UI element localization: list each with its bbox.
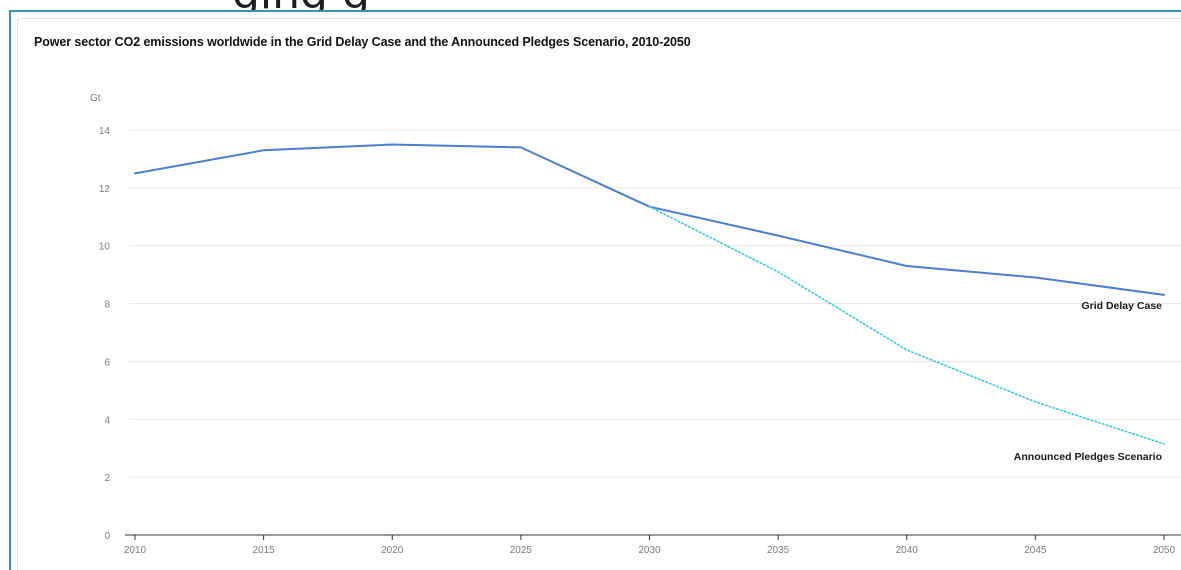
y-tick-label-10: 10 — [99, 242, 111, 253]
x-tick-label-2015: 2015 — [253, 545, 276, 556]
grid-lines — [129, 129, 1181, 478]
chart-title: Power sector CO2 emissions worldwide in … — [34, 35, 691, 49]
x-tick-label-2040: 2040 — [896, 545, 919, 556]
y-axis-unit-label: Gt — [90, 93, 101, 104]
series-label-grid-delay-case: Grid Delay Case — [1081, 300, 1162, 312]
x-tick-label-2050: 2050 — [1153, 545, 1176, 556]
x-tick-label-2020: 2020 — [381, 545, 404, 556]
x-tick-label-2035: 2035 — [767, 545, 790, 556]
y-tick-label-0: 0 — [104, 531, 110, 542]
series-labels: Grid Delay Case Announced Pledges Scenari… — [1014, 300, 1162, 463]
x-tick-label-2025: 2025 — [510, 545, 533, 556]
y-tick-label-2: 2 — [104, 473, 110, 484]
series-line-grid-delay-case — [134, 143, 1165, 296]
y-tick-label-12: 12 — [99, 184, 111, 195]
x-tick-label-2045: 2045 — [1024, 545, 1047, 556]
y-tick-label-8: 8 — [104, 300, 110, 311]
series-label-announced-pledges-scenario: Announced Pledges Scenario — [1014, 451, 1162, 463]
axes: 0 2 4 6 8 10 12 14 Gt 2010 2015 2020 2025 2030 2035 204… — [90, 93, 1181, 556]
series-lines — [134, 143, 1165, 445]
y-tick-label-6: 6 — [104, 357, 110, 368]
y-tick-label-4: 4 — [104, 415, 110, 426]
series-line-announced-pledges-scenario — [648, 205, 1165, 445]
x-tick-label-2030: 2030 — [638, 545, 661, 556]
chart-inner-frame — [17, 18, 1181, 570]
x-tick-label-2010: 2010 — [124, 545, 147, 556]
y-tick-label-14: 14 — [99, 126, 111, 137]
